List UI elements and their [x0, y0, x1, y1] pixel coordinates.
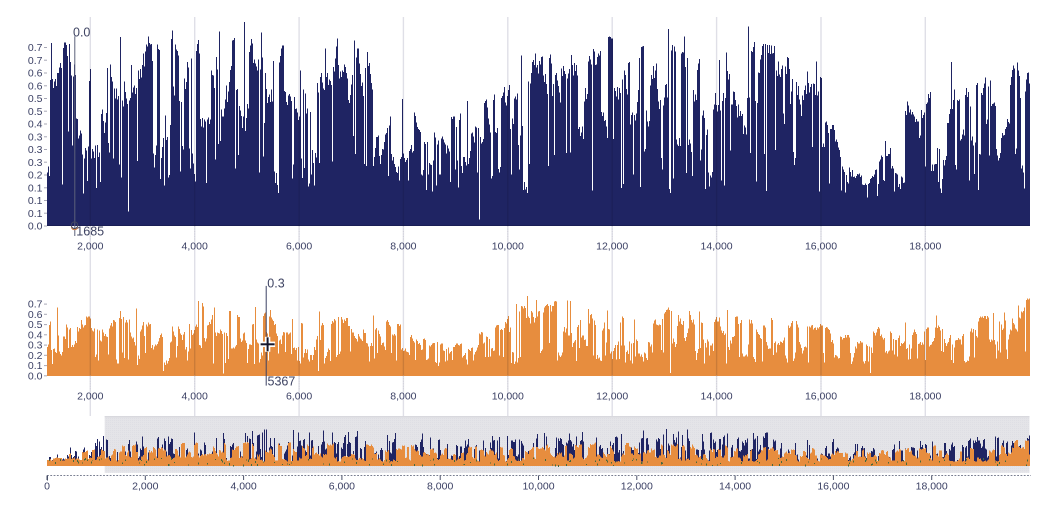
svg-text:0.3: 0.3: [267, 277, 284, 291]
svg-text:18,000: 18,000: [916, 481, 948, 493]
svg-text:18,000: 18,000: [909, 391, 941, 403]
svg-text:14,000: 14,000: [701, 241, 733, 253]
svg-text:0.6: 0.6: [28, 68, 43, 80]
svg-text:0.7: 0.7: [28, 299, 43, 311]
svg-text:10,000: 10,000: [522, 481, 554, 493]
svg-text:10,000: 10,000: [492, 391, 524, 403]
svg-text:12,000: 12,000: [621, 481, 653, 493]
svg-text:4,000: 4,000: [182, 241, 208, 253]
svg-text:4,000: 4,000: [230, 481, 256, 493]
svg-text:0.0: 0.0: [28, 370, 43, 382]
svg-text:14,000: 14,000: [719, 481, 751, 493]
svg-text:1685: 1685: [76, 224, 104, 238]
svg-text:0.5: 0.5: [28, 106, 43, 118]
svg-text:0.2: 0.2: [28, 170, 43, 182]
svg-text:2,000: 2,000: [77, 241, 103, 253]
svg-text:16,000: 16,000: [805, 391, 837, 403]
svg-text:2,000: 2,000: [132, 481, 158, 493]
svg-text:0.3: 0.3: [28, 131, 43, 143]
svg-text:0.7: 0.7: [28, 55, 43, 67]
svg-text:0.3: 0.3: [28, 157, 43, 169]
svg-text:16,000: 16,000: [817, 481, 849, 493]
svg-text:0.4: 0.4: [28, 329, 43, 341]
svg-text:0.3: 0.3: [28, 144, 43, 156]
svg-text:0.5: 0.5: [28, 93, 43, 105]
svg-text:0.0: 0.0: [28, 221, 43, 233]
svg-text:6,000: 6,000: [286, 391, 312, 403]
svg-text:0.1: 0.1: [28, 360, 43, 372]
svg-text:0.1: 0.1: [28, 208, 43, 220]
svg-text:0.6: 0.6: [28, 80, 43, 92]
svg-text:6,000: 6,000: [286, 241, 312, 253]
svg-text:0.2: 0.2: [28, 350, 43, 362]
svg-text:14,000: 14,000: [701, 391, 733, 403]
svg-text:8,000: 8,000: [390, 241, 416, 253]
svg-text:0.3: 0.3: [28, 340, 43, 352]
svg-text:10,000: 10,000: [492, 241, 524, 253]
svg-text:8,000: 8,000: [427, 481, 453, 493]
svg-text:4,000: 4,000: [182, 391, 208, 403]
svg-text:6,000: 6,000: [329, 481, 355, 493]
svg-text:12,000: 12,000: [596, 241, 628, 253]
svg-text:0: 0: [44, 481, 50, 493]
svg-text:0.1: 0.1: [28, 195, 43, 207]
svg-text:0.0: 0.0: [73, 26, 90, 40]
svg-text:18,000: 18,000: [909, 241, 941, 253]
svg-text:8,000: 8,000: [390, 391, 416, 403]
svg-text:0.7: 0.7: [28, 42, 43, 54]
svg-text:5367: 5367: [268, 375, 296, 389]
svg-text:0.5: 0.5: [28, 319, 43, 331]
svg-text:16,000: 16,000: [805, 241, 837, 253]
svg-text:2,000: 2,000: [77, 391, 103, 403]
svg-text:0.4: 0.4: [28, 119, 43, 131]
svg-text:0.1: 0.1: [28, 182, 43, 194]
svg-text:0.6: 0.6: [28, 309, 43, 321]
svg-text:12,000: 12,000: [596, 391, 628, 403]
